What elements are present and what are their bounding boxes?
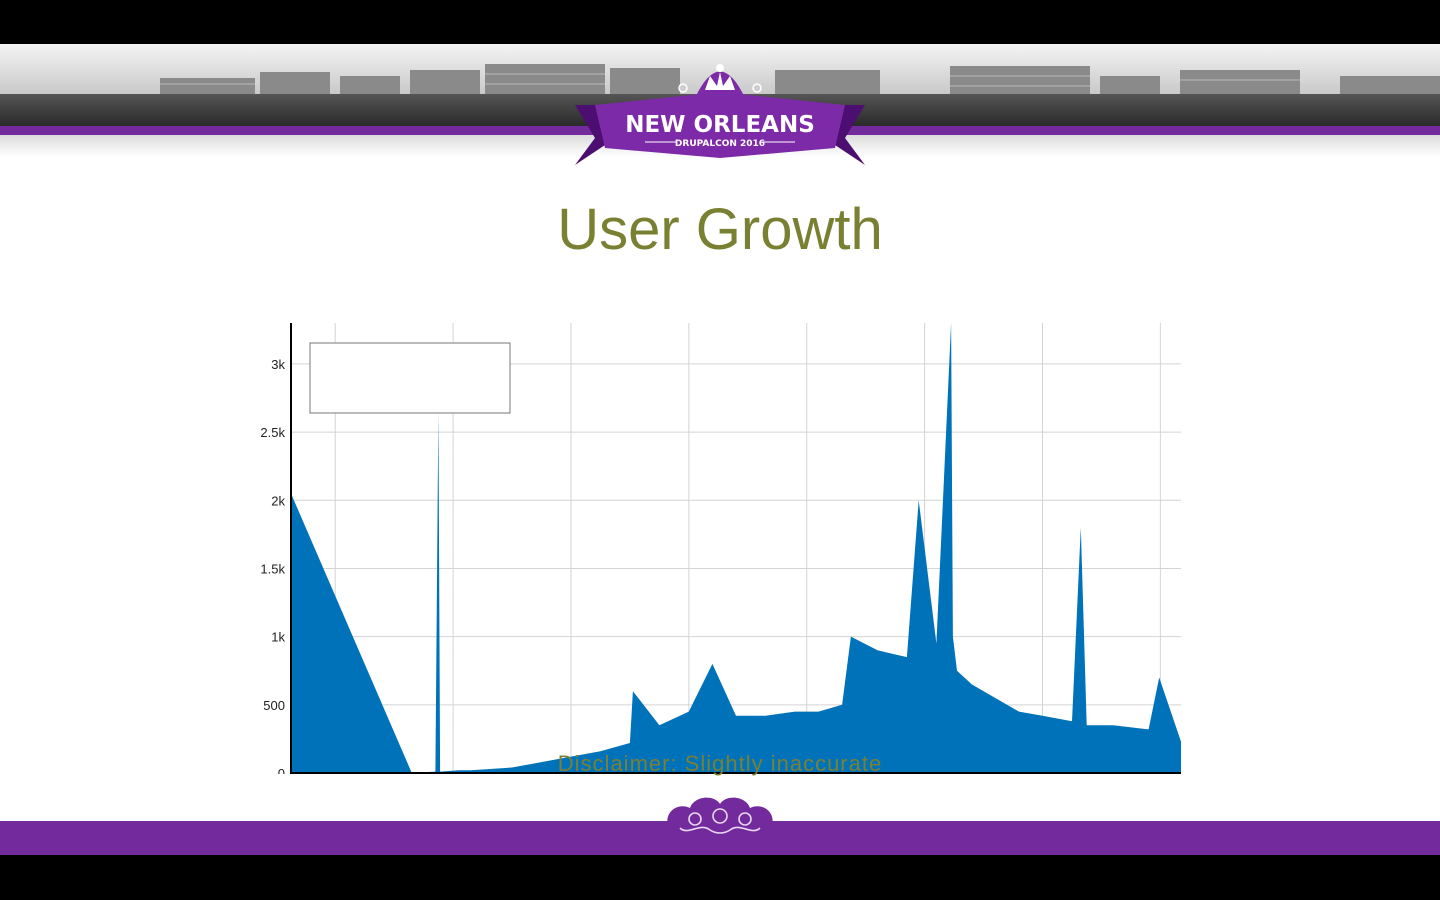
drupalcon-new-orleans-logo: NEW ORLEANS DRUPALCON 2016	[575, 64, 865, 165]
series-area	[291, 323, 1181, 773]
y-tick-label: 1.5k	[260, 561, 285, 576]
logo-name: NEW ORLEANS	[625, 112, 815, 138]
disclaimer-text: Disclaimer: Slightly inaccurate	[557, 751, 883, 776]
footer-ornament-icon	[667, 797, 773, 847]
slide-title: User Growth	[557, 197, 883, 262]
y-tick-label: 3k	[271, 357, 285, 372]
y-tick-label: 1k	[271, 630, 285, 645]
chart-axes	[290, 323, 1181, 774]
y-tick-label: 500	[263, 698, 285, 713]
logo-subtitle: DRUPALCON 2016	[675, 139, 765, 149]
y-tick-label: 2k	[271, 493, 285, 508]
y-tick-label: 0	[278, 766, 285, 774]
y-axis-ticks: 0 500 1k 1.5k 2k 2.5k 3k	[260, 357, 285, 774]
y-tick-label: 2.5k	[260, 425, 285, 440]
legend-box	[309, 342, 511, 414]
slide: NEW ORLEANS DRUPALCON 2016 User Growth 0…	[0, 44, 1440, 855]
